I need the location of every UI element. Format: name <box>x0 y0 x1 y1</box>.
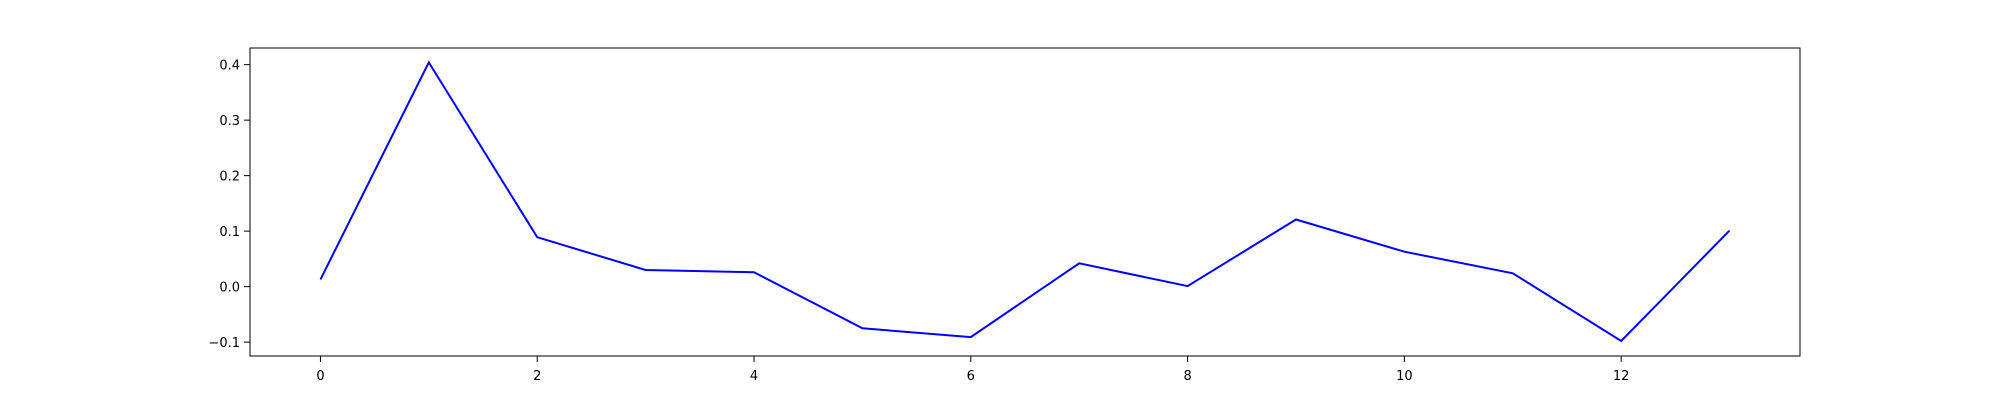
x-tick-label: 8 <box>1183 369 1191 384</box>
x-axis: 0 2 4 6 8 10 12 <box>316 356 1629 384</box>
y-tick-label: 0.0 <box>219 281 240 296</box>
x-tick-label: 6 <box>967 369 975 384</box>
y-tick-label: 0.3 <box>219 114 240 129</box>
y-tick-label: 0.2 <box>219 170 240 185</box>
series-layer <box>319 60 1731 343</box>
x-tick-label: 2 <box>533 369 541 384</box>
y-tick-label: 0.1 <box>219 225 240 240</box>
series-line <box>319 60 1731 343</box>
x-tick-label: 0 <box>316 369 324 384</box>
plot-frame <box>249 47 1801 357</box>
x-tick-label: 10 <box>1396 369 1413 384</box>
x-tick-label: 12 <box>1613 369 1630 384</box>
y-tick-label: −0.1 <box>208 336 240 351</box>
x-tick-label: 4 <box>750 369 758 384</box>
y-axis: −0.1 0.0 0.1 0.2 0.3 0.4 <box>208 59 250 351</box>
y-tick-label: 0.4 <box>219 59 240 74</box>
